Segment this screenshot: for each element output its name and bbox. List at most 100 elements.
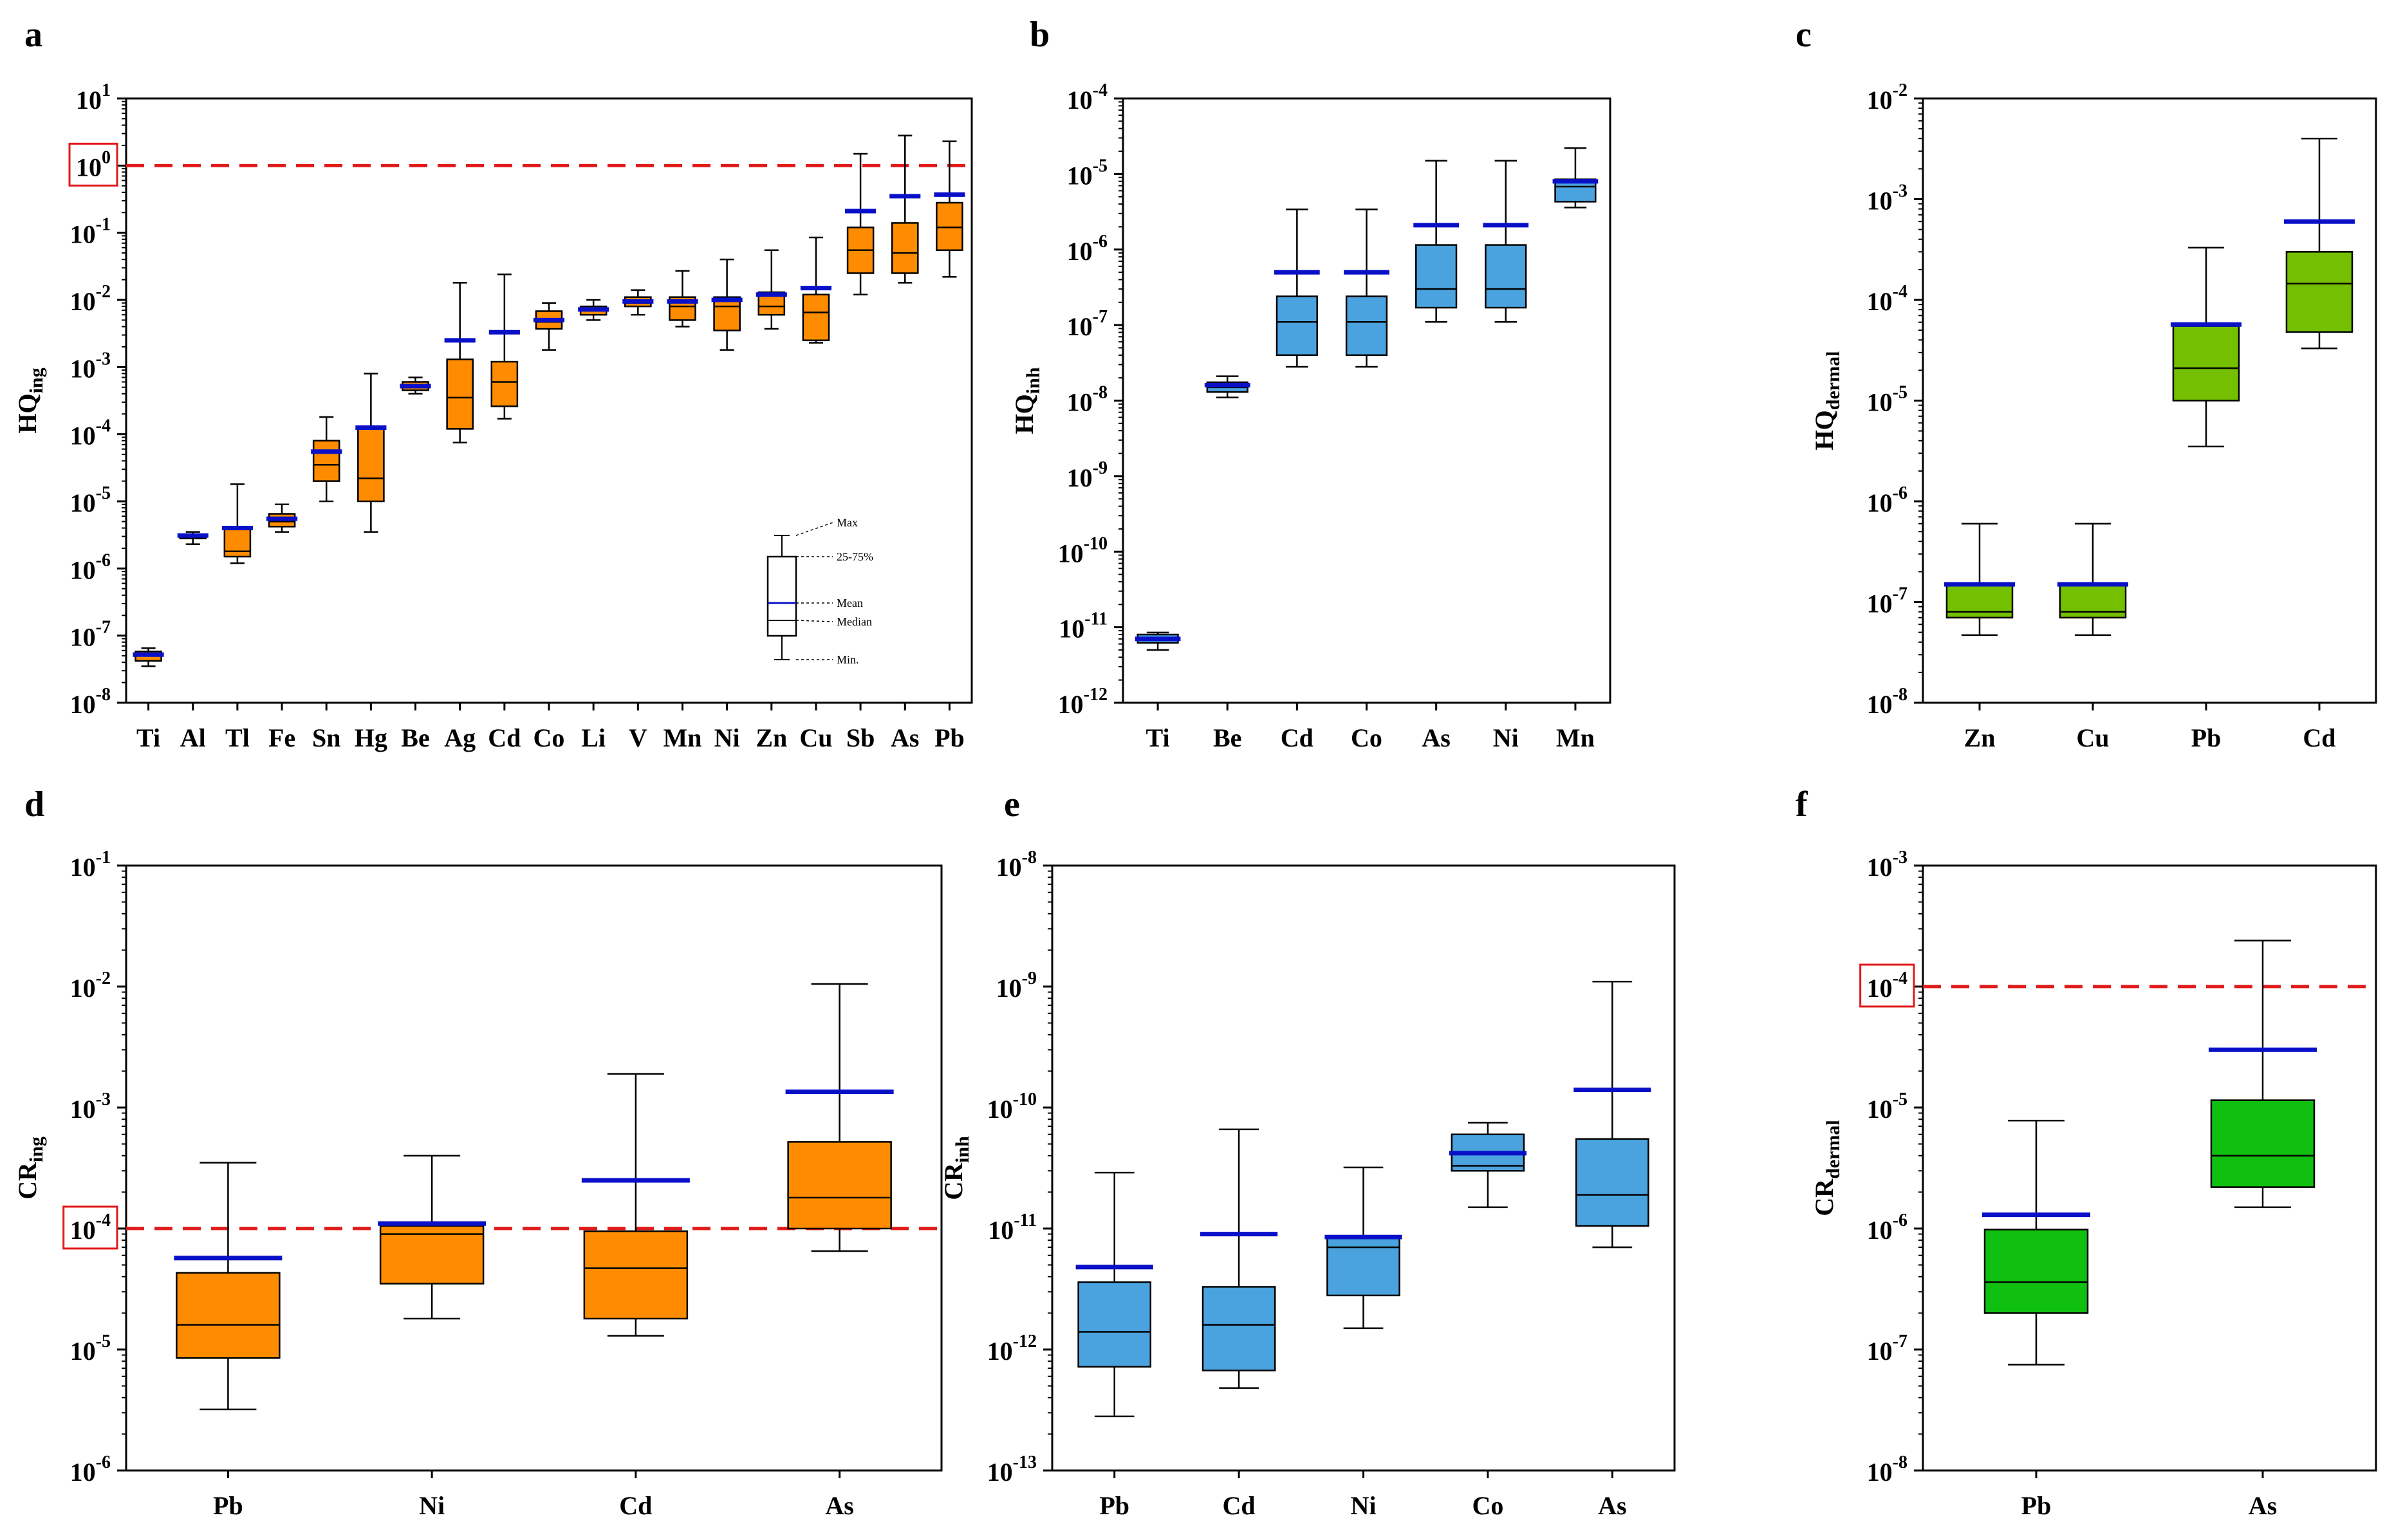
x-tick-label: As: [825, 1491, 853, 1520]
x-tick-label: Ti: [1146, 723, 1170, 752]
box-v: [622, 289, 654, 316]
box-ti: [1135, 631, 1181, 651]
box-pb: [2170, 246, 2242, 448]
box-pb: [1982, 1120, 2090, 1366]
box-iqr: [1575, 1138, 1649, 1227]
box-co: [1449, 1122, 1527, 1209]
x-tick-label: Ti: [136, 723, 160, 752]
box-cd: [1200, 1128, 1278, 1389]
x-tick-label: Co: [1472, 1491, 1503, 1520]
x-tick-label: Cd: [1281, 723, 1313, 752]
x-tick-label: Cd: [2303, 723, 2335, 752]
legend-label-pct: 25-75%: [837, 550, 873, 563]
box-iqr: [1485, 244, 1527, 309]
x-tick-label: Pb: [2021, 1491, 2052, 1520]
box-zn: [1944, 523, 2016, 636]
panel-b: b 10-4 10-5 10-6 10-7 10-8 10-9 10-10 10-11 10-12…: [1010, 15, 1611, 752]
y-tick-label: 10-9: [996, 969, 1037, 1003]
y-tick-label: 10-6: [1867, 483, 1907, 517]
box-iqr: [357, 428, 385, 503]
box-iqr: [936, 201, 963, 252]
box-be: [400, 376, 431, 395]
box-cd: [1274, 209, 1320, 368]
plot-frame: [125, 864, 943, 1472]
y-tick-label: 10-11: [1059, 609, 1108, 644]
y-tick-label: 10-9: [1067, 458, 1108, 492]
y-tick-label: 10-11: [988, 1211, 1037, 1245]
x-tick-label: Ni: [714, 723, 740, 752]
box-cd: [2283, 138, 2355, 349]
box-iqr: [490, 360, 519, 407]
x-tick-label: Pb: [1099, 1491, 1129, 1520]
legend-pointer: [795, 620, 833, 622]
box-sb: [845, 153, 877, 295]
y-tick-label: 10-4: [1867, 969, 1907, 1003]
threshold-label-box: [62, 1205, 118, 1250]
x-tick-label: Sb: [846, 723, 875, 752]
y-axis-label: HQinh: [1010, 367, 1044, 434]
box-co: [533, 302, 565, 351]
threshold-label-box: [1859, 963, 1915, 1008]
box-as: [1573, 980, 1651, 1248]
y-tick-label: 10-12: [987, 1331, 1037, 1366]
panel-f: f 10-3 10-4 10-5 10-6 10-7 10-8 CRdermal Pb As: [1796, 784, 2377, 1520]
box-iqr: [1983, 1229, 2089, 1314]
x-tick-label: Mn: [1556, 723, 1595, 752]
y-tick-label: 10-6: [1867, 1211, 1907, 1245]
box-iqr: [583, 1230, 689, 1320]
box-pb: [934, 140, 965, 278]
box-iqr: [379, 1225, 485, 1285]
x-tick-label: Mn: [663, 723, 701, 752]
box-as: [889, 135, 921, 284]
box-iqr: [223, 527, 252, 558]
x-tick-label: Cd: [619, 1491, 652, 1520]
y-tick-label: 10-2: [70, 969, 111, 1003]
panel-a: a 101 100 10-1 10-2 10-3 10-4 10-5 10-6 10-7 10-8 H…: [13, 15, 973, 752]
panel-label: b: [1030, 15, 1050, 55]
box-pb: [1075, 1171, 1153, 1418]
box-ti: [133, 647, 164, 667]
plot-frame: [1122, 97, 1611, 704]
x-tick-label: Pb: [934, 723, 965, 752]
box-cd: [488, 274, 520, 420]
y-tick-label: 101: [76, 80, 111, 115]
y-tick-label: 10-5: [70, 1331, 111, 1366]
panel-label: f: [1796, 784, 1808, 824]
box-iqr: [1945, 583, 2014, 618]
y-tick-label: 10-8: [996, 848, 1037, 882]
y-tick-label: 10-3: [1867, 181, 1907, 216]
y-axis-label: HQing: [13, 367, 47, 433]
y-tick-label: 10-5: [1867, 383, 1907, 417]
box-mn: [667, 270, 698, 328]
y-tick-label: 10-4: [70, 416, 111, 450]
box-iqr: [2210, 1099, 2315, 1188]
y-tick-label: 10-4: [70, 1211, 111, 1245]
panel-d: d 10-1 10-2 10-3 10-4 10-5 10-6 CRing Pb Ni Cd As: [13, 784, 943, 1520]
y-axis-label: CRinh: [939, 1136, 973, 1200]
plot-frame: [1922, 864, 2377, 1472]
box-pb: [174, 1162, 283, 1411]
y-tick-label: 10-1: [70, 215, 111, 249]
box-cu: [2057, 523, 2129, 636]
box-ni: [711, 258, 743, 351]
x-tick-label: Tl: [225, 723, 250, 752]
box-as: [785, 983, 894, 1252]
x-tick-label: Pb: [2191, 723, 2222, 752]
y-tick-label: 10-10: [1058, 533, 1108, 568]
panel-label: c: [1796, 15, 1812, 55]
y-tick-label: 10-7: [1067, 307, 1108, 341]
box-iqr: [1326, 1236, 1400, 1297]
x-tick-label: As: [2249, 1491, 2277, 1520]
legend: Max 25-75% Mean Median Min.: [766, 516, 873, 666]
y-tick-label: 10-1: [70, 848, 111, 882]
x-tick-label: Cu: [799, 723, 832, 752]
x-tick-label: Ni: [1351, 1491, 1377, 1520]
x-tick-label: Be: [401, 723, 429, 752]
y-tick-label: 10-12: [1058, 685, 1108, 719]
y-tick-label: 10-7: [1867, 1331, 1907, 1366]
box-as: [2209, 940, 2317, 1209]
legend-label-min: Min.: [837, 653, 859, 666]
x-tick-label: Ag: [444, 723, 476, 752]
box-iqr: [446, 358, 474, 430]
box-co: [1344, 209, 1389, 368]
